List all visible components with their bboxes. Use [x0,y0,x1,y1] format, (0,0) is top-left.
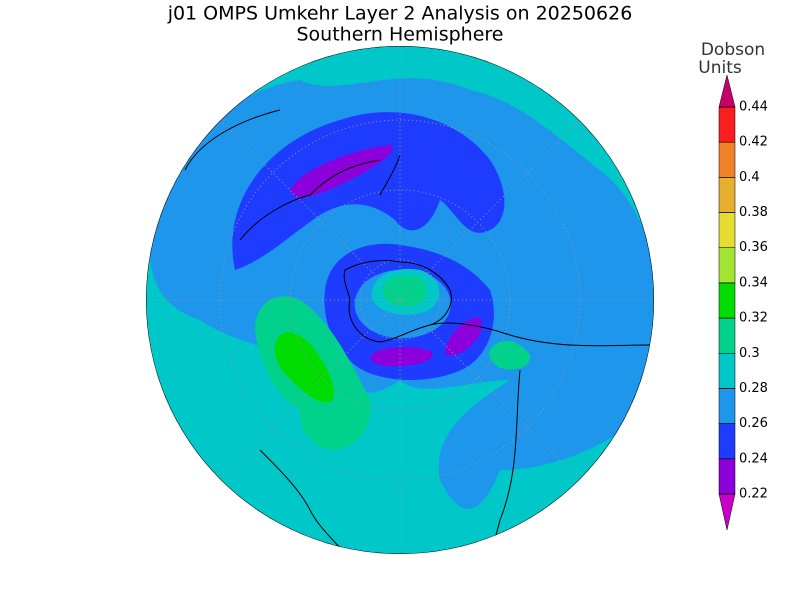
grid-circle [359,259,441,341]
title: j01 OMPS Umkehr Layer 2 Analysis on 2025… [167,3,633,25]
colorbar-label: Dobson [701,40,765,60]
colorbar-label: Units [698,58,742,78]
field-region [290,145,393,198]
field-region [274,332,335,403]
colorbar-tick-label: 0.26 [739,416,768,431]
colorbar-tick-label: 0.28 [739,381,768,396]
colorbar-segment [718,458,736,495]
ozone-field [146,46,654,554]
field-region [444,317,482,356]
colorbar: Dobson Units 0.22 0.24 0.26 0.28 0.3 0.32 0.34… [698,40,768,531]
colorbar-segment [718,212,736,248]
grid-circle [219,119,581,481]
colorbar-over [718,74,736,108]
field-region [489,340,531,370]
colorbar-tick-label: 0.3 [739,346,760,361]
colorbar-tick-label: 0.44 [739,100,768,115]
colorbar-tick-label: 0.34 [739,275,768,290]
colorbar-tick-label: 0.38 [739,205,768,220]
colorbar-segment [718,177,736,213]
colorbar-segment [718,353,736,389]
colorbar-segment [718,388,736,424]
field-region [232,112,505,270]
colorbar-segment [718,423,736,460]
colorbar-tick-label: 0.22 [739,487,768,502]
colorbar-under [718,493,736,531]
field-region [370,347,433,367]
colorbar-tick-label: 0.4 [739,170,760,185]
colorbar-tick-label: 0.36 [739,240,768,255]
colorbar-segment [718,317,736,354]
colorbar-tick-label: 0.32 [739,311,768,326]
colorbar-segment [718,141,736,178]
coastline [343,259,651,347]
colorbar-segment [718,282,736,319]
colorbar-segment [718,247,736,284]
field-region [382,275,428,307]
colorbar-tick-label: 0.24 [739,451,768,466]
colorbar-tick-label: 0.42 [739,135,768,150]
coastline [184,109,521,554]
subtitle: Southern Hemisphere [296,24,503,46]
colorbar-segment [718,106,736,143]
